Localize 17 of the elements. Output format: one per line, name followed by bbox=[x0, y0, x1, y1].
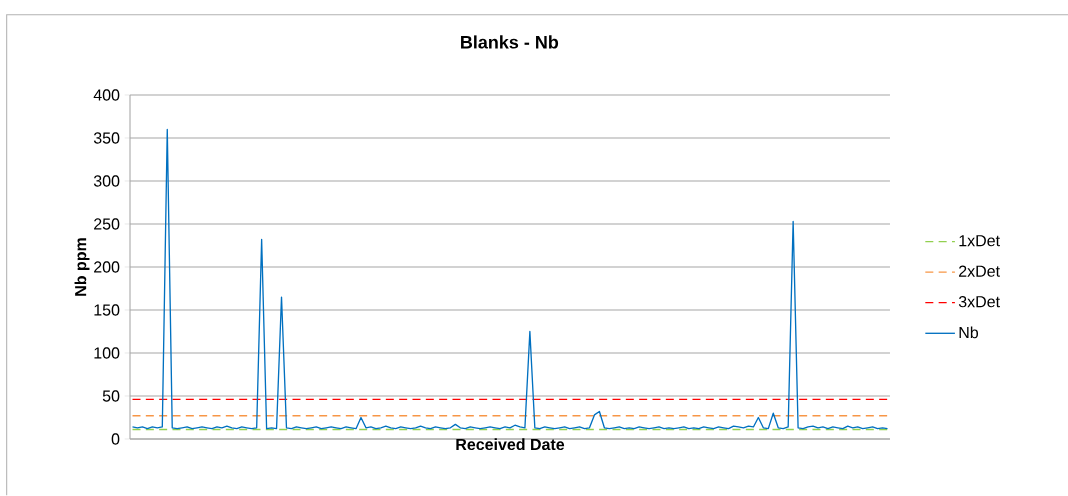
y-tick-label: 0 bbox=[111, 433, 120, 445]
y-tick-label: 300 bbox=[93, 175, 120, 187]
y-tick-label: 150 bbox=[94, 304, 120, 316]
y-tick-label: 100 bbox=[94, 347, 120, 359]
line-series bbox=[131, 128, 889, 430]
y-tick-label: 350 bbox=[93, 132, 120, 144]
y-tick-label: 400 bbox=[93, 89, 120, 101]
y-tick-label: 250 bbox=[94, 218, 120, 230]
legend-label: Nb bbox=[959, 326, 979, 339]
legend-label: 2xDet bbox=[959, 265, 1000, 277]
chart-title: Blanks - Nb bbox=[461, 35, 559, 49]
y-tick-label: 200 bbox=[94, 261, 120, 273]
y-tick-label: 50 bbox=[102, 390, 120, 402]
y-axis-title: Nb ppm bbox=[74, 238, 90, 296]
legend-label: 1xDet bbox=[959, 235, 1000, 247]
x-axis-title: Received Date bbox=[456, 438, 565, 451]
legend-label: 3xDet bbox=[958, 296, 1000, 308]
